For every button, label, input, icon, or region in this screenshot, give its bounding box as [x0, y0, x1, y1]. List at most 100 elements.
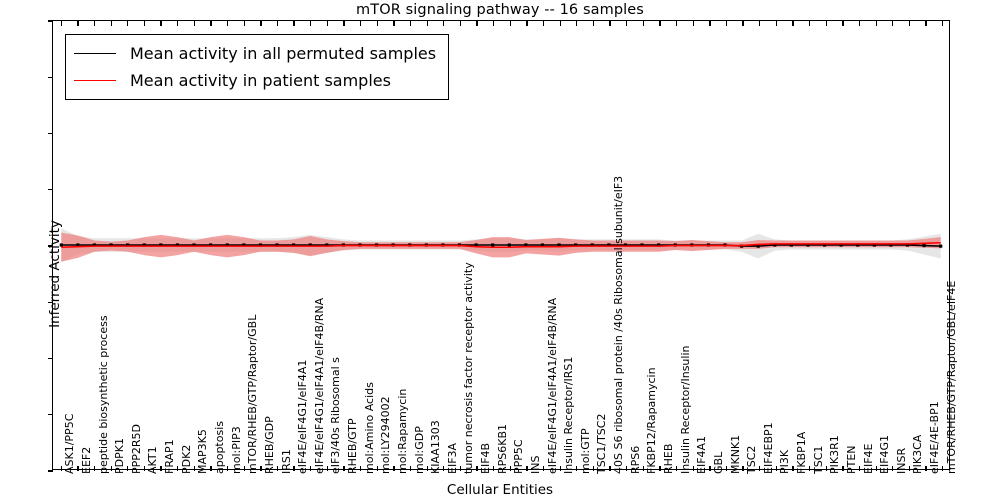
series-marker: [574, 243, 578, 247]
x-tick-mark-bottom: [542, 466, 545, 471]
x-tick-mark-bottom: [642, 466, 644, 471]
x-tick-mark-top: [792, 21, 794, 26]
x-tick-mark-top: [93, 21, 96, 26]
x-tick-mark-top: [659, 21, 661, 26]
series-marker: [590, 243, 594, 247]
series-marker: [540, 243, 545, 247]
series-marker: [524, 243, 528, 247]
series-marker: [209, 243, 213, 247]
x-tick-mark-bottom: [626, 466, 628, 471]
x-tick-mark-bottom: [609, 466, 611, 471]
x-tick-mark-top: [692, 21, 694, 26]
series-marker: [756, 244, 760, 248]
series-marker: [76, 243, 80, 247]
x-tick-mark-bottom: [725, 466, 728, 471]
x-tick-mark-top: [127, 21, 129, 26]
x-tick-mark-bottom: [825, 466, 827, 471]
x-tick-mark-top: [226, 21, 229, 26]
x-tick-mark-bottom: [293, 466, 295, 471]
series-marker: [92, 243, 97, 247]
x-tick-mark-bottom: [875, 466, 877, 471]
x-tick-mark-bottom: [409, 466, 412, 471]
x-tick-mark-bottom: [892, 466, 894, 471]
series-marker: [192, 243, 196, 247]
x-tick-mark-bottom: [127, 466, 129, 471]
series-marker: [822, 243, 827, 247]
x-tick-mark-bottom: [260, 466, 262, 471]
x-tick-mark-top: [260, 21, 262, 26]
x-tick-mark-top: [626, 21, 628, 26]
x-tick-mark-bottom: [226, 466, 229, 471]
x-tick-mark-bottom: [592, 466, 595, 471]
x-tick-mark-bottom: [393, 466, 395, 471]
x-tick-mark-top: [925, 21, 927, 26]
x-tick-mark-top: [393, 21, 395, 26]
x-tick-mark-bottom: [675, 466, 678, 471]
chart-legend: Mean activity in all permuted samples Me…: [65, 34, 450, 100]
series-marker: [623, 243, 628, 247]
legend-label-permuted: Mean activity in all permuted samples: [130, 44, 437, 63]
series-marker: [872, 243, 876, 247]
x-tick-mark-bottom: [792, 466, 794, 471]
x-tick-mark-top: [459, 21, 462, 26]
series-marker: [291, 243, 296, 247]
x-tick-mark-top: [310, 21, 312, 26]
series-marker: [159, 243, 163, 247]
x-tick-mark-top: [908, 21, 911, 26]
series-marker: [856, 243, 860, 247]
legend-line-permuted: [74, 53, 116, 54]
series-marker: [109, 243, 113, 247]
series-marker: [491, 243, 495, 247]
series-marker: [640, 243, 644, 247]
x-tick-mark-top: [725, 21, 728, 26]
x-tick-mark-top: [808, 21, 811, 26]
x-tick-mark-top: [942, 21, 944, 26]
series-marker: [607, 243, 611, 247]
x-tick-mark-top: [243, 21, 245, 26]
legend-label-patient: Mean activity in patient samples: [130, 71, 391, 90]
series-marker: [242, 243, 246, 247]
series-marker: [507, 243, 511, 247]
y-tick-mark: [48, 301, 53, 303]
x-tick-mark-bottom: [60, 466, 62, 471]
x-tick-mark-top: [193, 21, 195, 26]
x-tick-mark-top: [426, 21, 428, 26]
x-tick-mark-bottom: [426, 466, 428, 471]
x-tick-mark-top: [276, 21, 279, 26]
chart-title: mTOR signaling pathway -- 16 samples: [356, 2, 644, 18]
x-tick-mark-top: [842, 21, 844, 26]
series-marker: [142, 243, 146, 247]
x-tick-mark-bottom: [177, 466, 179, 471]
x-tick-mark-top: [376, 21, 378, 26]
series-marker: [557, 243, 561, 247]
series-marker: [939, 244, 943, 248]
series-marker: [59, 243, 63, 247]
x-tick-mark-bottom: [459, 466, 462, 471]
x-tick-mark-bottom: [160, 466, 162, 471]
x-tick-mark-top: [177, 21, 179, 26]
x-tick-mark-bottom: [858, 466, 861, 471]
x-tick-mark-bottom: [659, 466, 661, 471]
x-tick-mark-bottom: [925, 466, 927, 471]
series-svg: [59, 228, 943, 262]
x-tick-mark-bottom: [210, 466, 212, 471]
x-tick-mark-bottom: [93, 466, 96, 471]
x-tick-mark-bottom: [110, 466, 112, 471]
series-marker: [905, 243, 910, 247]
x-tick-mark-bottom: [509, 466, 511, 471]
x-tick-mark-top: [210, 21, 212, 26]
series-marker: [657, 243, 661, 247]
x-tick-mark-top: [359, 21, 362, 26]
x-tick-mark-top: [675, 21, 678, 26]
x-tick-mark-bottom: [77, 466, 79, 471]
x-tick-mark-top: [858, 21, 861, 26]
x-tick-mark-top: [875, 21, 877, 26]
x-tick-mark-bottom: [343, 466, 345, 471]
legend-item: Mean activity in all permuted samples: [74, 40, 436, 67]
x-tick-mark-bottom: [759, 466, 761, 471]
x-tick-mark-bottom: [359, 466, 362, 471]
x-tick-mark-top: [559, 21, 561, 26]
x-tick-mark-top: [576, 21, 578, 26]
x-tick-mark-top: [526, 21, 528, 26]
plot-area: 43210-1-2-3-4 Inferred Activity Mean act…: [47, 20, 950, 472]
